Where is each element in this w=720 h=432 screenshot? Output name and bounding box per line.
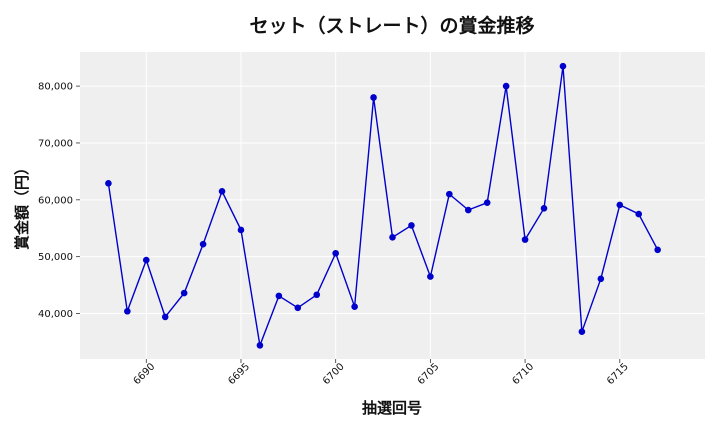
data-point [161,313,169,321]
x-tick-label: 6695 [226,361,252,387]
plot-area [80,52,705,359]
data-point [483,199,491,206]
data-point [408,222,415,229]
data-point [351,303,358,310]
data-point [427,273,434,280]
y-tick-label: 80,000 [38,82,73,93]
data-point [370,94,377,101]
y-tick-label: 50,000 [38,252,73,263]
data-point [616,201,624,209]
data-point [332,249,339,257]
grid-layer [80,52,705,359]
data-point [521,236,529,243]
chart-title: セット（ストレート）の賞金推移 [249,14,534,37]
data-point [142,256,150,264]
data-point [464,206,472,214]
data-point [597,275,605,283]
data-point [218,187,226,195]
data-point [654,246,661,254]
y-tick-label: 70,000 [38,138,73,149]
data-point [105,180,112,187]
x-axis-label: 抽選回号 [362,399,422,417]
x-tick-label: 6715 [605,361,631,387]
data-point [502,82,510,90]
y-axis-label: 賞金額（円） [13,160,31,250]
data-point [389,234,396,241]
x-tick-label: 6690 [132,361,158,387]
data-point [578,328,586,336]
y-tick-label: 40,000 [38,309,73,320]
y-tick-label: 60,000 [38,195,73,206]
data-point [540,205,548,212]
data-point [237,226,245,234]
data-point [124,307,131,315]
data-point [294,304,302,312]
data-point [180,289,188,297]
series-layer [105,62,661,349]
x-tick-label: 6700 [321,361,347,387]
x-tick-label: 6705 [416,361,442,387]
data-point [313,291,321,299]
data-point [635,210,643,218]
series-line [107,66,659,349]
data-point [199,240,207,248]
data-point [275,292,283,300]
data-point [559,62,567,70]
data-point [446,190,453,198]
x-tick-label: 6710 [510,361,536,387]
data-point [256,342,264,349]
